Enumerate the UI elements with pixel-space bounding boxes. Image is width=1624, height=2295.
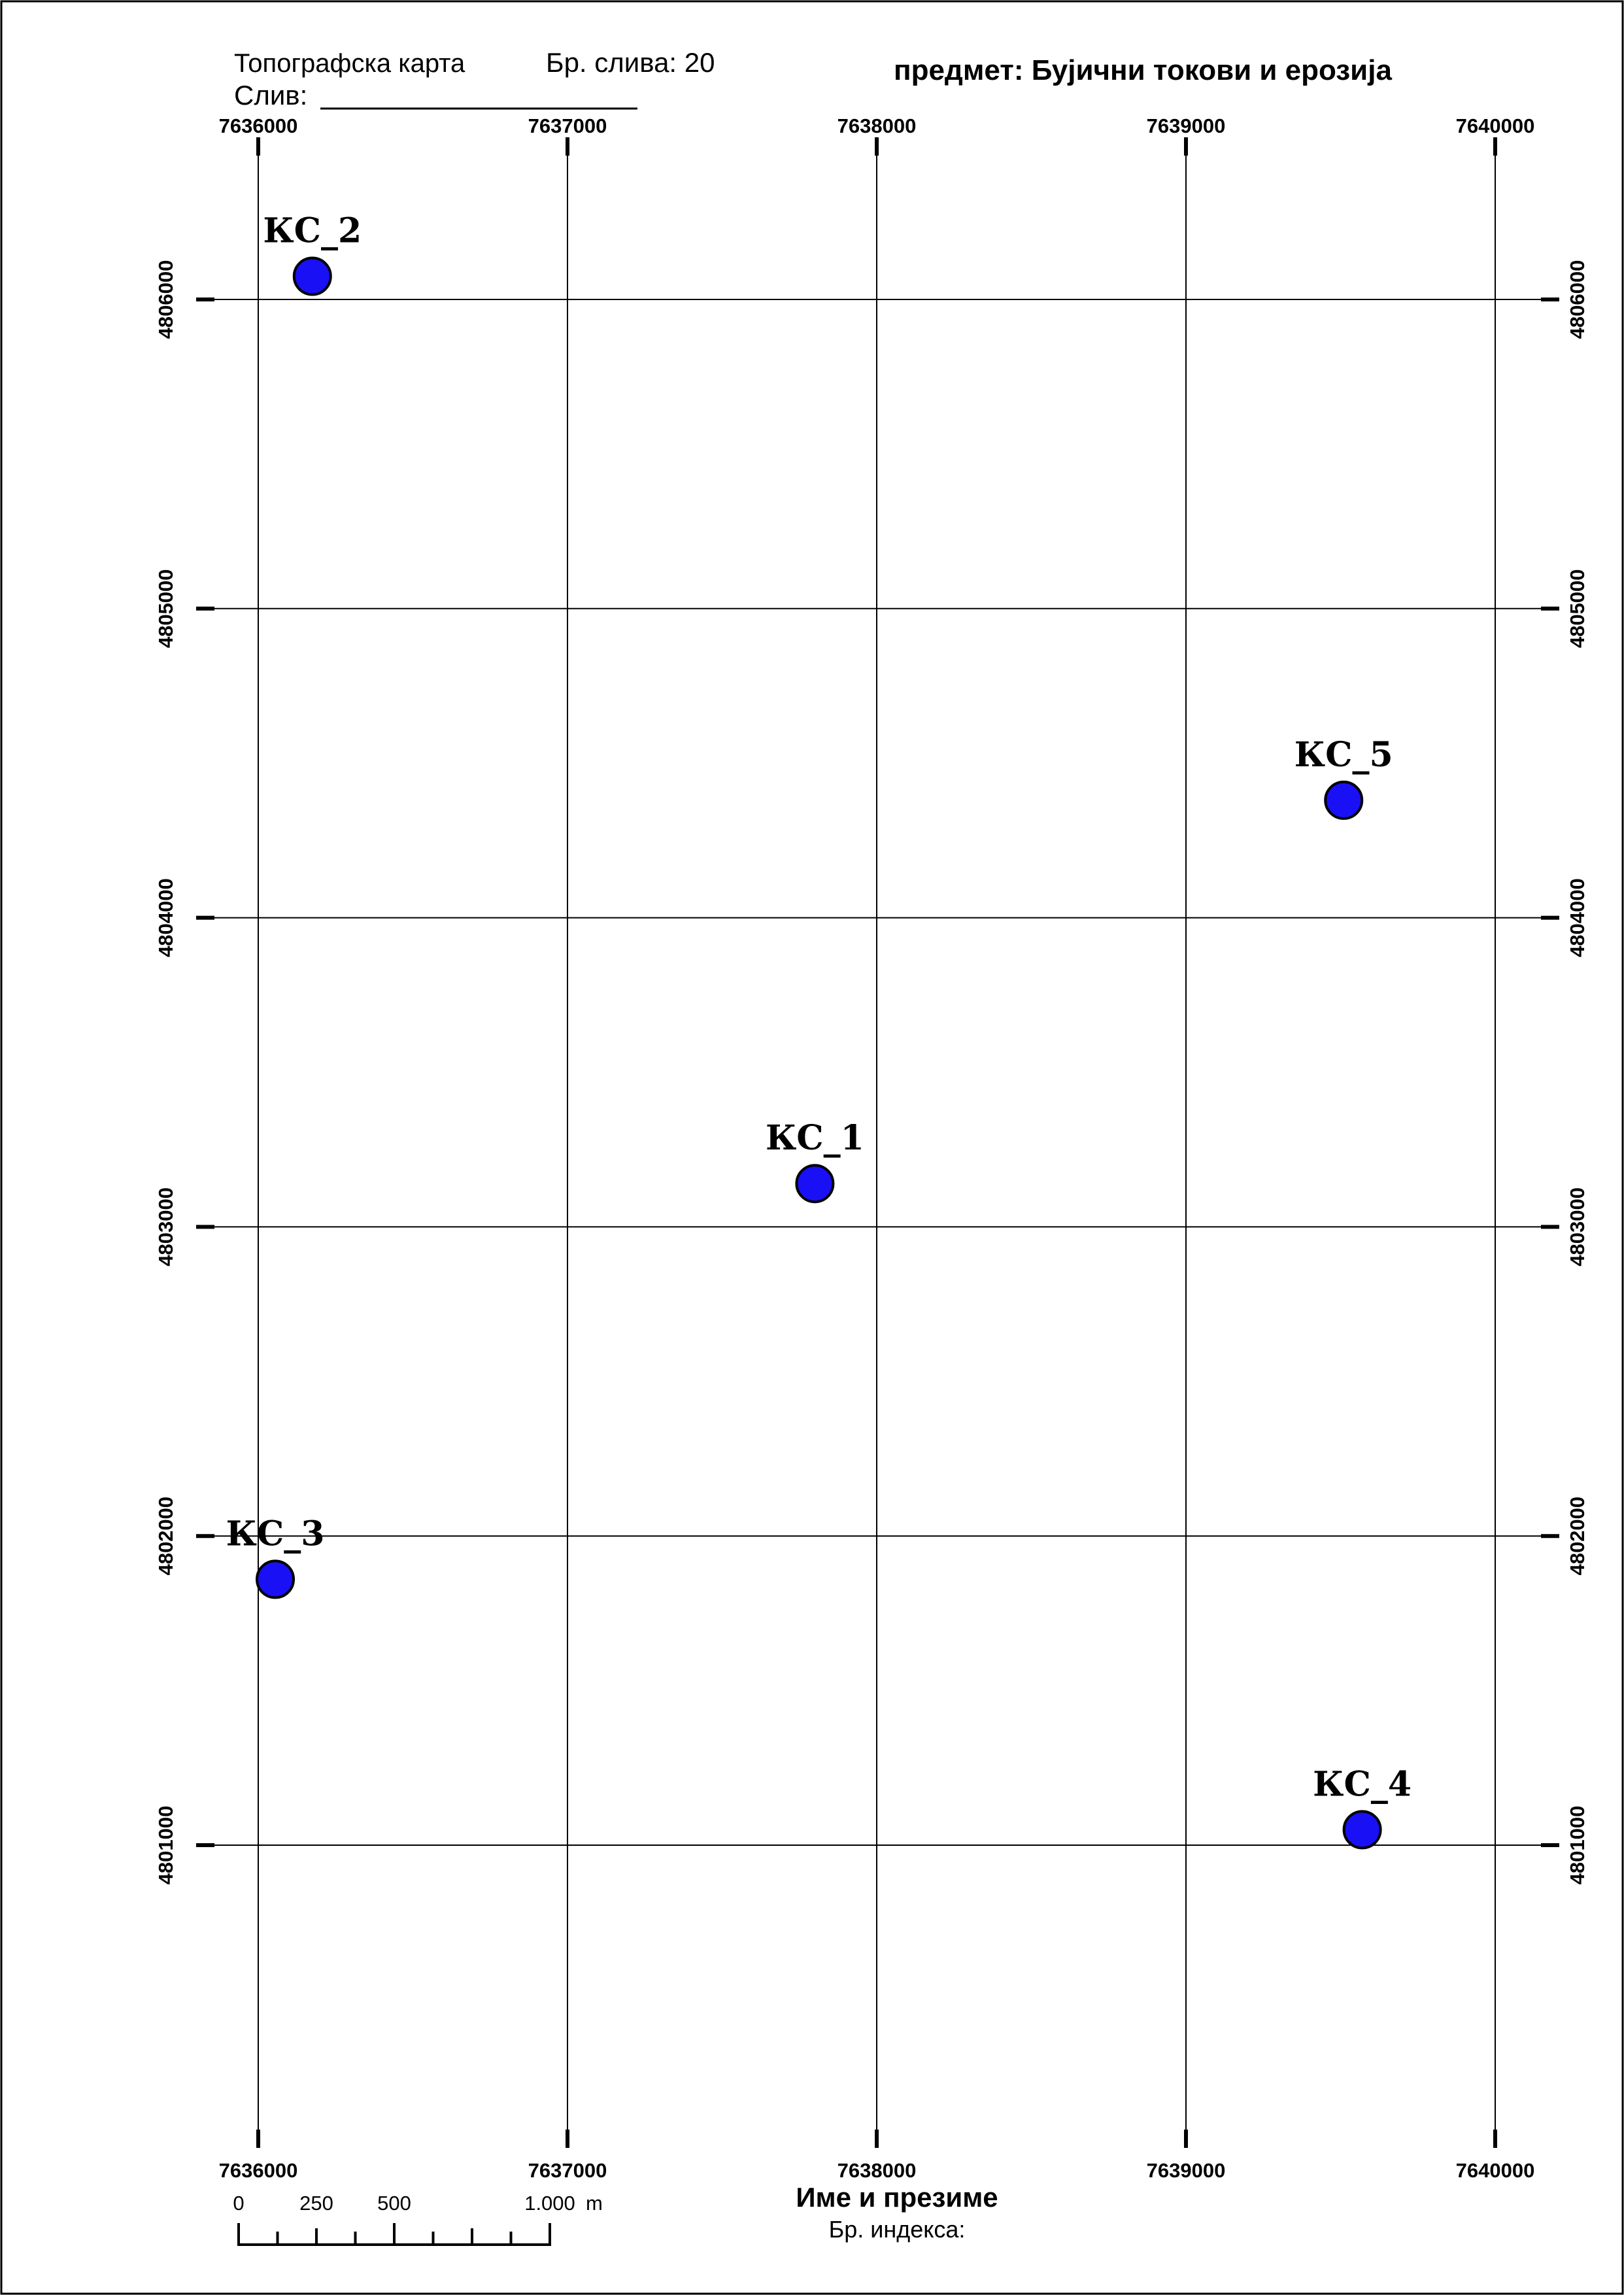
easting-label-bottom-7637000: 7637000 [528, 2159, 607, 2182]
scale-bar-label-500: 500 [377, 2192, 411, 2215]
easting-label-bottom-7639000: 7639000 [1147, 2159, 1226, 2182]
easting-label-top-7639000: 7639000 [1147, 114, 1226, 137]
scale-bar-label-0: 0 [233, 2192, 244, 2215]
scale-bar: 0 250 500 1.000 m [233, 2192, 603, 2246]
station-label-2: КС_2 [263, 211, 362, 251]
northing-label-right-4802000: 4802000 [1566, 1497, 1589, 1576]
northing-label-right-4801000: 4801000 [1566, 1806, 1589, 1885]
station-marker-2 [292, 256, 332, 296]
station-marker-4 [1342, 1810, 1382, 1850]
northing-label-left-4803000: 4803000 [154, 1187, 177, 1266]
student-name-label: Име и презиме [796, 2182, 998, 2213]
subject-title: предмет: Бујични токови и ерозија [894, 54, 1392, 86]
station-label-4: КС_4 [1313, 1764, 1412, 1804]
scale-bar-unit: m [586, 2192, 603, 2215]
northing-label-left-4806000: 4806000 [154, 260, 177, 339]
catchment-number-label: Бр. слива: 20 [546, 47, 715, 78]
northing-label-right-4806000: 4806000 [1566, 260, 1589, 339]
station-marker-3 [256, 1559, 296, 1599]
easting-label-bottom-7640000: 7640000 [1456, 2159, 1535, 2182]
easting-label-top-7637000: 7637000 [528, 114, 607, 137]
northing-label-left-4802000: 4802000 [154, 1497, 177, 1576]
map-type-label: Топографска карта [234, 49, 465, 78]
station-label-1: КС_1 [766, 1118, 864, 1158]
easting-label-bottom-7638000: 7638000 [837, 2159, 917, 2182]
northing-label-left-4801000: 4801000 [154, 1806, 177, 1885]
scale-bar-label-250: 250 [299, 2192, 333, 2215]
easting-label-bottom-7636000: 7636000 [219, 2159, 298, 2182]
scale-bar-label-1000: 1.000 [524, 2192, 575, 2215]
grid-layer: 7636000 7636000 7637000 7637000 7638000 76380… [154, 114, 1589, 2182]
station-label-5: КС_5 [1294, 735, 1393, 775]
northing-label-left-4804000: 4804000 [154, 878, 177, 957]
station-marker-1 [795, 1164, 835, 1204]
station-label-3: КС_3 [226, 1514, 325, 1554]
northing-label-left-4805000: 4805000 [154, 569, 177, 648]
student-index-label: Бр. индекса: [829, 2216, 966, 2243]
station-layer: КС_1 КС_2 КС_3 КС_4 КС_5 [226, 211, 1412, 1850]
catchment-name-label: Слив: [234, 80, 307, 110]
northing-label-right-4803000: 4803000 [1566, 1187, 1589, 1266]
easting-label-top-7640000: 7640000 [1456, 114, 1535, 137]
easting-label-top-7638000: 7638000 [837, 114, 917, 137]
northing-label-right-4805000: 4805000 [1566, 569, 1589, 648]
station-marker-5 [1324, 780, 1364, 820]
northing-label-right-4804000: 4804000 [1566, 878, 1589, 957]
easting-label-top-7636000: 7636000 [219, 114, 298, 137]
